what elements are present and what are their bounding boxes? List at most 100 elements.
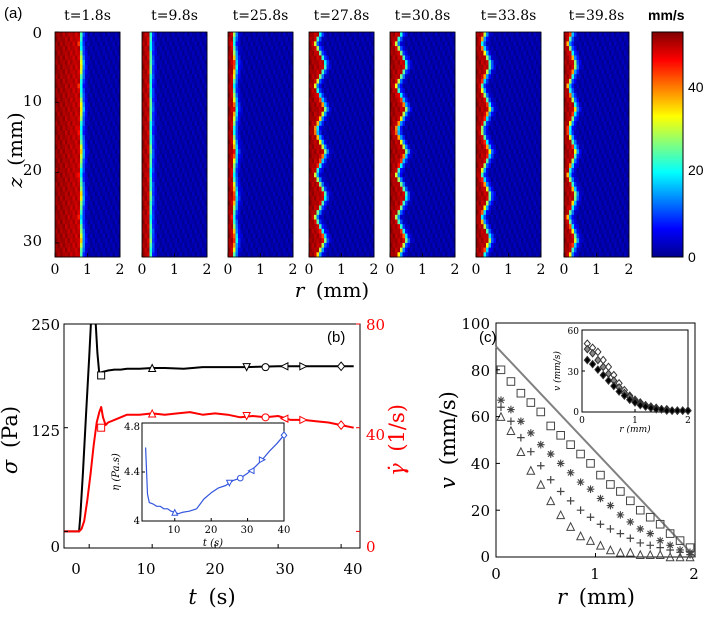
- heatmap-cell: [260, 219, 264, 225]
- heatmap-cell: [265, 97, 269, 103]
- heatmap-cell: [105, 149, 108, 155]
- heatmap-cell: [97, 135, 101, 141]
- heatmap-cell: [336, 238, 340, 244]
- heatmap-cell: [100, 78, 103, 84]
- heatmap-cell: [144, 182, 148, 188]
- heatmap-cell: [154, 214, 158, 220]
- heatmap-cell: [316, 191, 320, 197]
- heatmap-cell: [258, 41, 261, 47]
- heatmap-cell: [331, 116, 335, 122]
- heatmap-cell: [154, 41, 158, 47]
- heatmap-cell: [265, 88, 269, 94]
- heatmap-cell: [77, 153, 81, 159]
- heatmap-cell: [75, 36, 78, 42]
- heatmap-cell: [169, 205, 173, 211]
- heatmap-cell: [197, 46, 200, 52]
- heatmap-cell: [326, 247, 330, 253]
- heatmap-cell: [97, 55, 101, 61]
- heatmap-cell: [309, 172, 312, 178]
- heatmap-cell: [253, 55, 256, 61]
- heatmap-cell: [245, 83, 249, 89]
- heatmap-cell: [354, 238, 357, 244]
- heatmap-cell: [275, 228, 279, 234]
- heatmap-cell: [184, 130, 188, 136]
- heatmap-cell: [100, 102, 103, 108]
- heatmap-cell: [202, 135, 205, 141]
- heatmap-cell: [57, 233, 61, 239]
- heatmap-cell: [194, 50, 198, 56]
- heatmap-cell: [361, 205, 365, 211]
- heatmap-cell: [248, 191, 251, 197]
- heatmap-cell: [70, 32, 73, 38]
- heatmap-cell: [275, 97, 279, 103]
- heatmap-cell: [147, 210, 150, 216]
- heatmap-cell: [354, 60, 357, 66]
- heatmap-cell: [316, 135, 320, 141]
- heatmap-cell: [72, 107, 76, 113]
- heatmap-cell: [110, 205, 113, 211]
- heatmap-cell: [354, 242, 357, 249]
- heatmap-cell: [321, 247, 325, 253]
- heatmap-cell: [245, 60, 249, 66]
- heatmap-cell: [82, 238, 86, 244]
- heatmap-cell: [311, 36, 315, 42]
- heatmap-cell: [179, 83, 183, 89]
- heatmap-cell: [285, 64, 289, 70]
- heatmap-cell: [144, 219, 148, 225]
- heatmap-cell: [70, 252, 73, 258]
- heatmap-cell: [354, 200, 357, 206]
- heatmap-cell: [87, 50, 91, 56]
- heatmap-cell: [187, 153, 190, 159]
- xtick-a-0-2: 2: [116, 262, 125, 278]
- heatmap-cell: [194, 92, 198, 99]
- heatmap-cell: [199, 102, 203, 108]
- heatmap-cell: [248, 167, 251, 174]
- heatmap-cell: [142, 247, 145, 253]
- heatmap-cell: [172, 252, 175, 258]
- heatmap-cell: [142, 83, 145, 89]
- heatmap-cell: [80, 125, 83, 131]
- heatmap-cell: [245, 116, 249, 122]
- heatmap-cell: [202, 214, 205, 220]
- heatmap-cell: [55, 74, 58, 80]
- heatmap-cell: [334, 36, 337, 42]
- heatmap-cell: [371, 121, 375, 127]
- heatmap-cell: [159, 74, 163, 80]
- heatmap-cell: [67, 107, 71, 113]
- heatmap-cell: [110, 97, 113, 103]
- heatmap-cell: [147, 69, 150, 75]
- heatmap-cell: [80, 210, 83, 216]
- heatmap-cell: [235, 74, 239, 80]
- heatmap-cell: [344, 219, 347, 225]
- heatmap-cell: [72, 182, 76, 188]
- heatmap-cell: [55, 149, 58, 155]
- heatmap-cell: [182, 32, 185, 38]
- heatmap-cell: [288, 153, 291, 159]
- heatmap-cell: [278, 144, 281, 150]
- heatmap-cell: [331, 144, 335, 150]
- heatmap-cell: [319, 135, 322, 141]
- heatmap-cell: [85, 182, 88, 188]
- heatmap-cell: [230, 186, 234, 192]
- heatmap-cell: [105, 139, 108, 145]
- heatmap-cell: [164, 182, 168, 188]
- heatmap-cell: [371, 224, 375, 230]
- heatmap-cell: [285, 41, 289, 47]
- heatmap-cell: [280, 186, 284, 192]
- heatmap-cell: [290, 242, 294, 249]
- heatmap-cell: [110, 167, 113, 174]
- heatmap-cell: [339, 144, 342, 150]
- heatmap-cell: [354, 50, 357, 56]
- heatmap-cell: [85, 78, 88, 84]
- heatmap-cell: [142, 116, 145, 122]
- heatmap-cell: [329, 219, 332, 225]
- heatmap-cell: [95, 191, 98, 197]
- heatmap-cell: [55, 92, 58, 99]
- heatmap-cell: [169, 233, 173, 239]
- heatmap-cell: [288, 191, 291, 197]
- heatmap-cell: [280, 153, 284, 159]
- heatmap-cell: [319, 121, 322, 127]
- heatmap-cell: [115, 228, 118, 234]
- heatmap-cell: [72, 130, 76, 136]
